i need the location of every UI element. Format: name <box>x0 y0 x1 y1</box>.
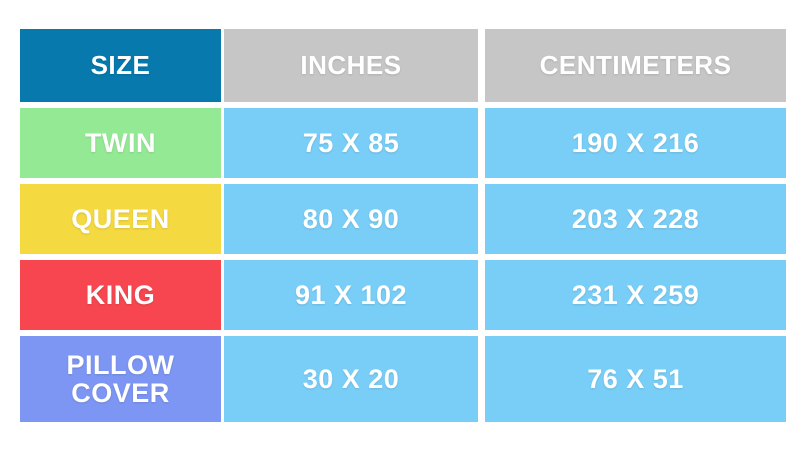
centimeters-value-cell: 190 X 216 <box>485 108 786 178</box>
header-cell-size: SIZE <box>20 29 221 102</box>
inches-value-cell: 80 X 90 <box>224 184 478 254</box>
centimeters-value-cell: 231 X 259 <box>485 260 786 330</box>
size-label-cell: QUEEN <box>20 184 221 254</box>
table-row-pillow-cover: PILLOW COVER 30 X 20 76 X 51 <box>20 336 786 422</box>
inches-value-cell: 91 X 102 <box>224 260 478 330</box>
table-row-queen: QUEEN 80 X 90 203 X 228 <box>20 184 786 254</box>
table-row-king: KING 91 X 102 231 X 259 <box>20 260 786 330</box>
size-label-cell: KING <box>20 260 221 330</box>
size-label-cell: PILLOW COVER <box>20 336 221 422</box>
header-row: SIZE INCHES CENTIMETERS <box>20 29 786 102</box>
table-row-twin: TWIN 75 X 85 190 X 216 <box>20 108 786 178</box>
size-conversion-table: SIZE INCHES CENTIMETERS TWIN 75 X 85 190… <box>20 29 786 422</box>
header-cell-centimeters: CENTIMETERS <box>485 29 786 102</box>
inches-value-cell: 75 X 85 <box>224 108 478 178</box>
centimeters-value-cell: 203 X 228 <box>485 184 786 254</box>
size-label-cell: TWIN <box>20 108 221 178</box>
inches-value-cell: 30 X 20 <box>224 336 478 422</box>
centimeters-value-cell: 76 X 51 <box>485 336 786 422</box>
header-cell-inches: INCHES <box>224 29 478 102</box>
